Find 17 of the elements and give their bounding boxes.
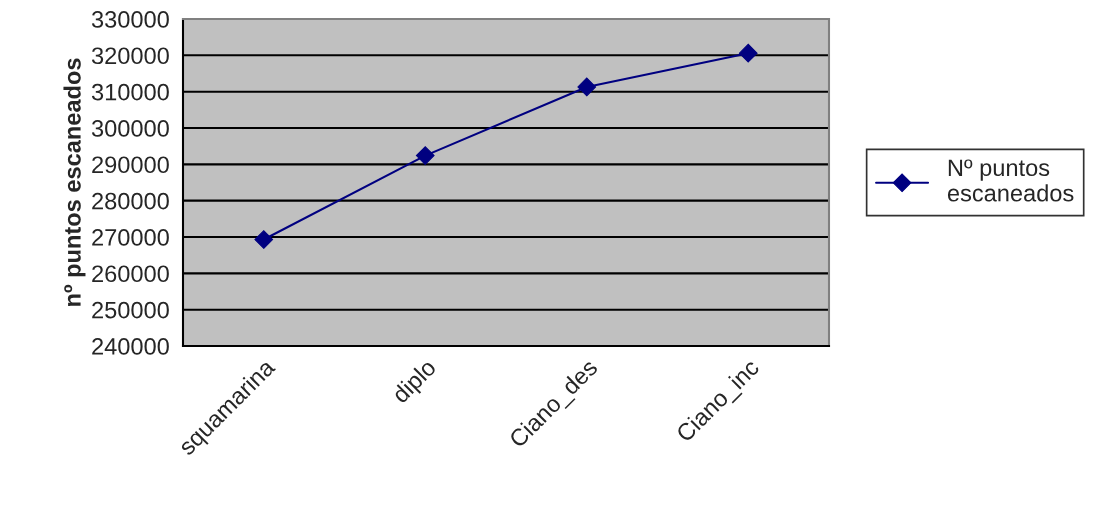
y-tick-label: 330000 xyxy=(91,11,169,28)
point xyxy=(577,77,597,97)
point xyxy=(415,146,435,165)
y-tick-label: 270000 xyxy=(92,229,169,246)
x-tick-label: diplo xyxy=(390,357,441,408)
y-tick-label: 320000 xyxy=(91,47,169,65)
y-tick-label: 310000 xyxy=(91,83,169,101)
y-tick-label: 260000 xyxy=(92,265,169,283)
y-tick-label: 280000 xyxy=(92,192,169,210)
y-tick-label: 240000 xyxy=(92,338,169,355)
point xyxy=(254,230,274,249)
y-tick-label: 290000 xyxy=(92,156,169,174)
legend-label: Nº puntos escaneados xyxy=(947,159,1074,202)
y-tick-label: 250000 xyxy=(92,301,169,319)
point xyxy=(738,43,758,63)
y-axis-title: nº puntos escaneados xyxy=(63,58,86,306)
y-tick-label: 300000 xyxy=(91,120,169,137)
